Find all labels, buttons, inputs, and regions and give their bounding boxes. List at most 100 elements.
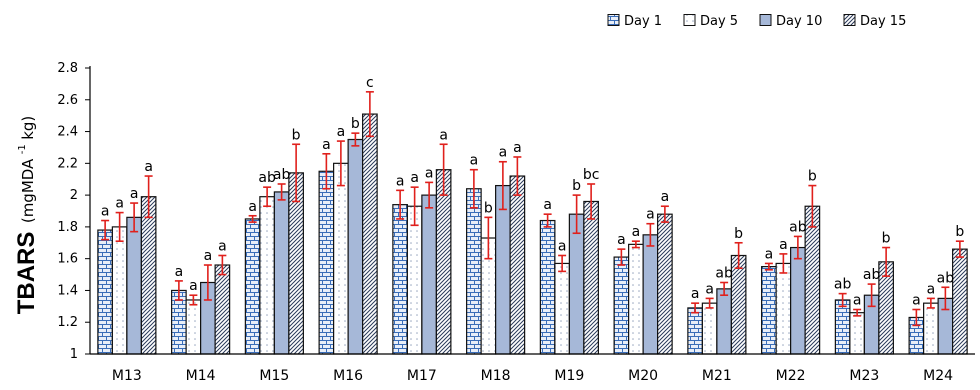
- svg-text:TBARS (mgMDA -1: TBARS (mgMDA -1 kg): [13, 116, 40, 315]
- category-label: M22: [776, 368, 806, 384]
- y-axis-label-unit: (mgMDA: [19, 158, 37, 223]
- significance-label: ab: [715, 266, 733, 282]
- significance-label: a: [115, 196, 124, 212]
- bar: [583, 200, 599, 355]
- bar: [730, 254, 747, 355]
- category-label: M13: [112, 368, 142, 384]
- bar: [923, 302, 939, 355]
- bar: [716, 288, 732, 355]
- significance-label: a: [470, 153, 479, 169]
- significance-label: ab: [273, 167, 291, 183]
- significance-label: a: [439, 127, 448, 143]
- bar: [790, 246, 806, 355]
- bar: [613, 256, 630, 355]
- significance-label: ab: [937, 270, 955, 286]
- significance-label: b: [572, 178, 581, 194]
- significance-label: a: [248, 199, 257, 215]
- category-labels-group: M13 M14 M15 M16 M17 M18 M19 M20 M21 M22 M23 M24: [112, 368, 953, 384]
- bar: [775, 262, 792, 355]
- bar: [701, 302, 718, 355]
- category-label: M17: [407, 368, 437, 384]
- bar: [97, 229, 113, 355]
- bars-group: [97, 113, 968, 355]
- significance-label: b: [292, 127, 301, 143]
- bar: [185, 299, 202, 355]
- legend-label: Day 10: [776, 14, 822, 29]
- bar: [849, 312, 865, 355]
- significance-label: a: [101, 204, 110, 220]
- bar: [392, 204, 408, 355]
- bar: [568, 213, 585, 355]
- bar: [657, 213, 673, 355]
- category-label: M14: [186, 368, 216, 384]
- bar: [642, 234, 659, 355]
- category-label: M23: [849, 368, 879, 384]
- legend-swatch: [683, 14, 696, 26]
- category-label: M16: [333, 368, 363, 384]
- y-tick-label: 1.6: [57, 252, 78, 267]
- significance-label: ab: [834, 277, 852, 293]
- y-tick-label: 2.2: [57, 156, 78, 171]
- significance-label: a: [396, 173, 405, 189]
- y-tick-label: 1.4: [57, 283, 78, 298]
- bar: [495, 184, 511, 355]
- bar: [421, 194, 437, 355]
- significance-label: a: [661, 189, 670, 205]
- significance-label: bc: [583, 167, 600, 183]
- significance-label: b: [882, 231, 891, 247]
- legend-swatch: [843, 14, 856, 26]
- legend-label: Day 1: [624, 14, 662, 29]
- legend-label: Day 15: [860, 14, 906, 29]
- y-axis-ticks: 1 1.2 1.4 1.6 1.8 2 2.2 2.4 2.6 2.8: [57, 61, 90, 362]
- bar: [362, 113, 378, 355]
- y-tick-label: 2: [70, 188, 78, 203]
- legend: Day 1 Day 5 Day 10 Day 15: [607, 14, 906, 29]
- bar: [834, 299, 851, 355]
- bar: [259, 196, 275, 355]
- bar: [435, 169, 452, 355]
- significance-label: b: [955, 224, 964, 240]
- significance-label: a: [765, 246, 774, 262]
- y-tick-label: 2.4: [57, 125, 78, 140]
- category-label: M21: [702, 368, 732, 384]
- significance-label: a: [144, 159, 153, 175]
- y-tick-label: 1: [70, 347, 78, 362]
- significance-label: a: [927, 281, 936, 297]
- significance-label: a: [632, 224, 641, 240]
- y-axis-label-sup: -1: [17, 144, 28, 154]
- category-label: M15: [259, 368, 289, 384]
- significance-label: b: [734, 226, 743, 242]
- bar: [628, 243, 644, 355]
- significance-label: c: [366, 75, 374, 91]
- significance-label: a: [175, 264, 184, 280]
- axes: [89, 66, 975, 355]
- significance-label: a: [218, 238, 227, 254]
- significance-label: a: [425, 165, 434, 181]
- significance-label: a: [853, 293, 862, 309]
- bar: [539, 219, 556, 355]
- significance-label: a: [779, 237, 788, 253]
- significance-label: a: [130, 186, 139, 202]
- significance-label: a: [204, 248, 213, 264]
- significance-label: ab: [863, 267, 881, 283]
- significance-label: a: [558, 238, 567, 254]
- significance-label: a: [410, 170, 419, 186]
- significance-label: a: [337, 124, 346, 140]
- bar: [244, 218, 261, 355]
- y-tick-label: 1.2: [57, 315, 78, 330]
- significance-label: a: [322, 137, 331, 153]
- bar: [952, 248, 968, 355]
- bar: [126, 216, 142, 355]
- bar: [140, 196, 157, 355]
- significance-label: a: [513, 140, 522, 156]
- bar: [347, 138, 364, 355]
- y-tick-label: 2.6: [57, 93, 78, 108]
- significance-label: ab: [258, 170, 276, 186]
- error-bars-group: [101, 91, 964, 327]
- significance-label: a: [617, 232, 626, 248]
- significance-label: b: [484, 200, 493, 216]
- legend-swatch: [607, 14, 620, 26]
- y-axis-label-unit-end: kg): [19, 116, 37, 140]
- bar: [333, 162, 349, 355]
